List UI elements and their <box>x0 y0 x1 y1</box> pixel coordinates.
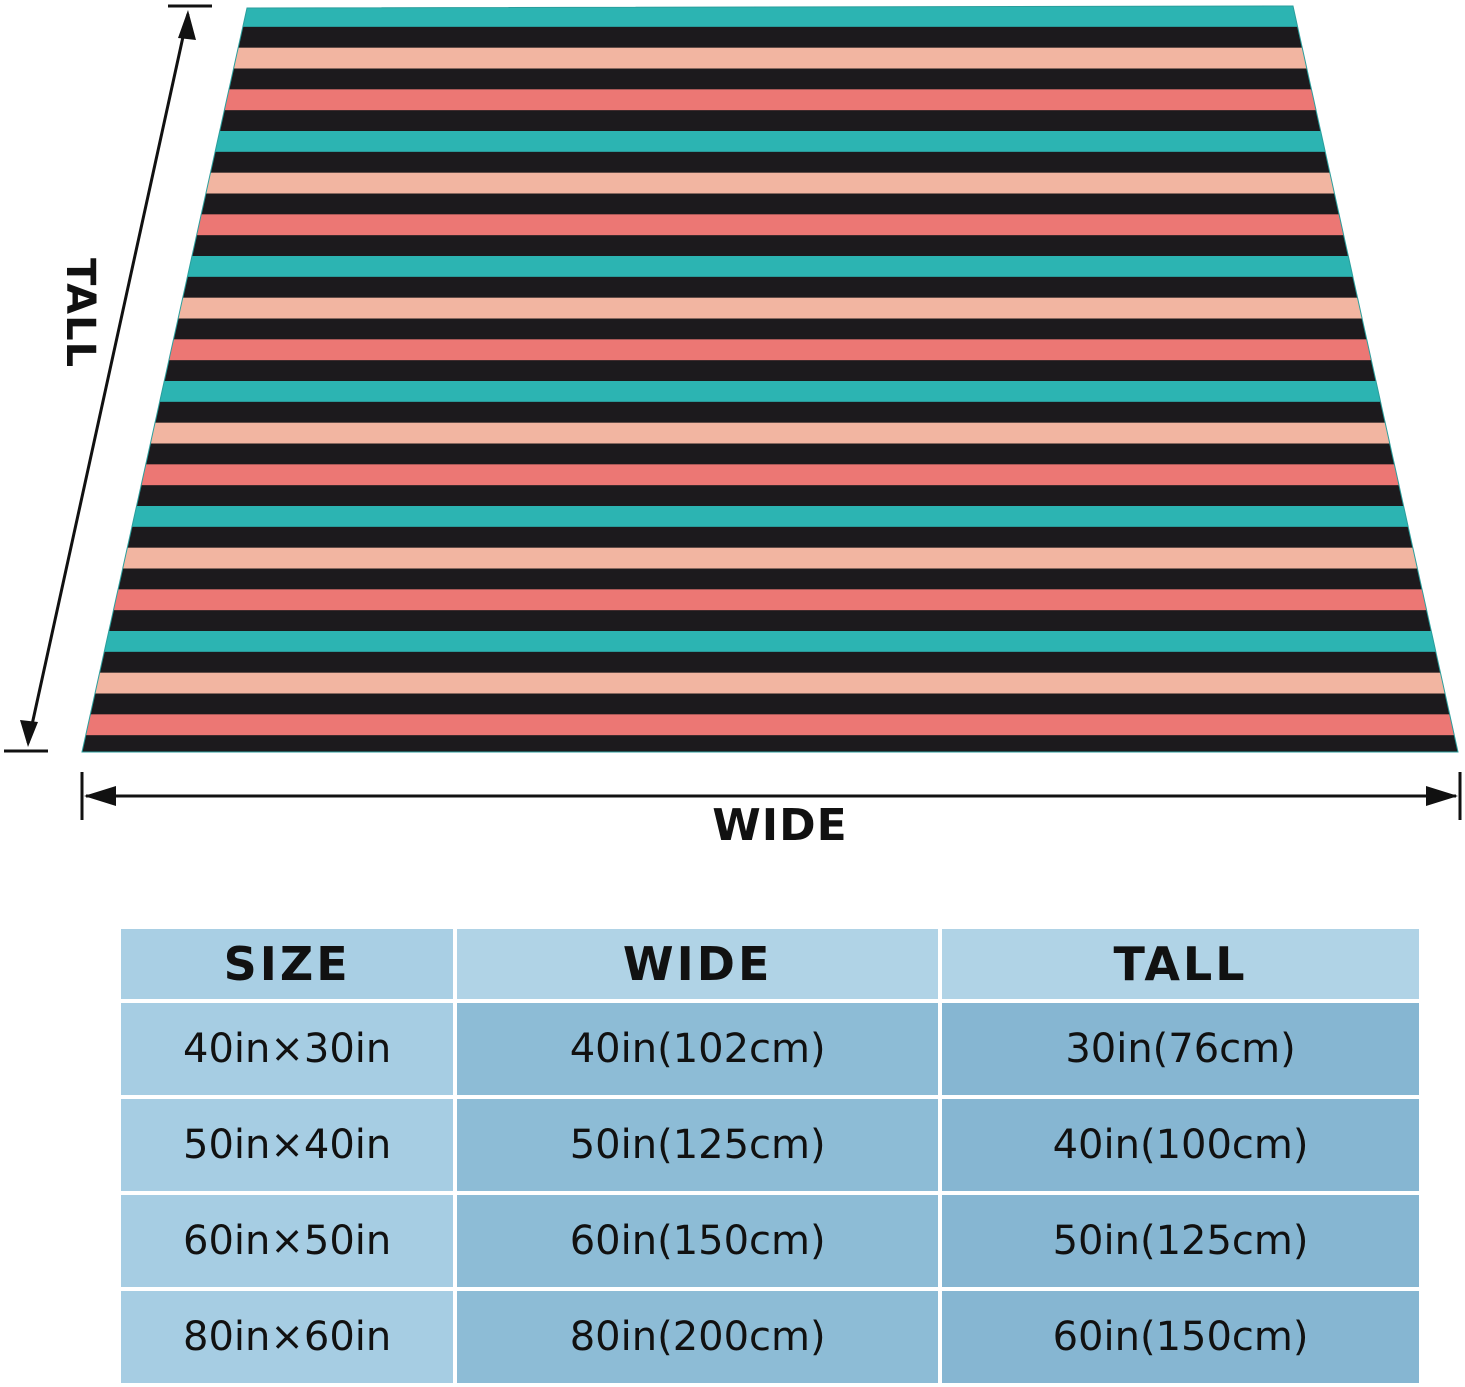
blanket-stripe <box>82 464 1458 486</box>
blanket-stripe <box>82 276 1458 299</box>
cell-size: 60in×50in <box>121 1195 458 1291</box>
blanket-stripe <box>82 26 1458 49</box>
header-tall: TALL <box>942 929 1423 1003</box>
table-row: 50in×40in 50in(125cm) 40in(100cm) <box>121 1099 1423 1195</box>
cell-wide: 40in(102cm) <box>457 1003 943 1099</box>
blanket-stripe <box>82 506 1458 528</box>
header-wide: WIDE <box>457 929 943 1003</box>
blanket-stripe <box>82 151 1458 174</box>
blanket-stripe <box>82 89 1458 111</box>
blanket-stripe <box>82 735 1458 752</box>
cell-tall: 50in(125cm) <box>942 1195 1423 1291</box>
header-size: SIZE <box>121 929 458 1003</box>
cell-size: 40in×30in <box>121 1003 458 1099</box>
blanket-figure <box>4 4 1462 820</box>
blanket-stripe <box>82 381 1458 403</box>
blanket-stripe <box>82 672 1458 695</box>
blanket-stripe <box>82 131 1458 153</box>
cell-tall: 30in(76cm) <box>942 1003 1423 1099</box>
blanket-stripe <box>82 193 1458 215</box>
blanket-stripe <box>82 256 1458 278</box>
blanket-outline <box>81 5 1459 753</box>
blanket-stripe <box>82 422 1458 445</box>
table-row: 40in×30in 40in(102cm) 30in(76cm) <box>121 1003 1423 1099</box>
cell-wide: 80in(200cm) <box>457 1291 943 1387</box>
blanket-stripe <box>82 214 1458 236</box>
blanket-stripe <box>82 526 1458 549</box>
tall-arrow <box>4 4 212 753</box>
wide-arrow <box>80 772 1462 820</box>
cell-size: 50in×40in <box>121 1099 458 1195</box>
cell-size: 80in×60in <box>121 1291 458 1387</box>
tall-dimension-label: TALL <box>57 257 103 369</box>
cell-wide: 50in(125cm) <box>457 1099 943 1195</box>
blanket-stripe <box>82 693 1458 715</box>
blanket-stripe <box>82 360 1458 382</box>
blanket-stripe <box>82 568 1458 590</box>
blanket-stripe <box>82 651 1458 674</box>
blanket-stripe <box>82 339 1458 361</box>
blanket-stripe <box>82 714 1458 736</box>
blanket-stripe <box>82 68 1458 90</box>
blanket-stripes <box>82 6 1458 752</box>
blanket-stripe <box>82 631 1458 653</box>
blanket-stripe <box>82 443 1458 465</box>
blanket-stripe <box>82 235 1458 257</box>
wide-dimension-label: WIDE <box>712 800 848 851</box>
blanket-stripe <box>82 297 1458 320</box>
blanket-stripe <box>82 172 1458 195</box>
blanket-stripe <box>82 610 1458 632</box>
blanket-stripe <box>82 589 1458 611</box>
blanket-stripe <box>82 547 1458 570</box>
table-header-row: SIZE WIDE TALL <box>121 929 1423 1003</box>
blanket-stripe <box>82 47 1458 70</box>
table-row: 80in×60in 80in(200cm) 60in(150cm) <box>121 1291 1423 1387</box>
size-table: SIZE WIDE TALL 40in×30in 40in(102cm) 30i… <box>121 929 1423 1387</box>
cell-tall: 40in(100cm) <box>942 1099 1423 1195</box>
blanket-stripe <box>82 110 1458 132</box>
blanket-stripe <box>82 318 1458 340</box>
cell-wide: 60in(150cm) <box>457 1195 943 1291</box>
blanket-stripe <box>82 401 1458 424</box>
table-row: 60in×50in 60in(150cm) 50in(125cm) <box>121 1195 1423 1291</box>
cell-tall: 60in(150cm) <box>942 1291 1423 1387</box>
blanket-stripe <box>82 485 1458 507</box>
blanket-stripe <box>82 6 1458 28</box>
